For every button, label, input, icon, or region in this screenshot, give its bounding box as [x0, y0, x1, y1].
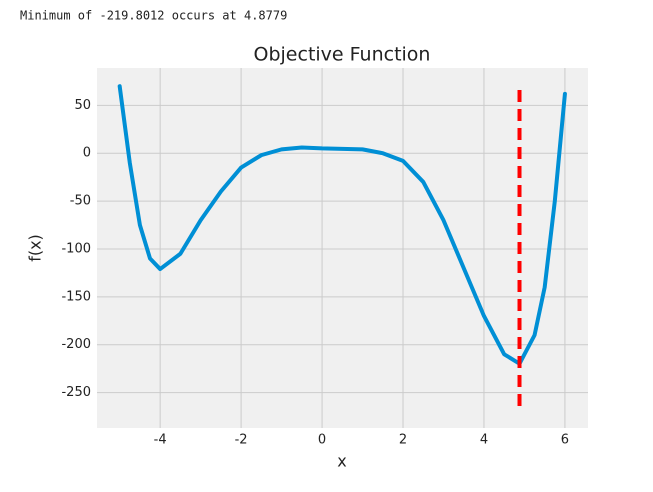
y-tick-label: -50 [70, 194, 91, 209]
output-text: Minimum of -219.8012 occurs at 4.8779 [20, 9, 287, 23]
x-tick-label: -2 [235, 433, 248, 448]
x-tick-label: 4 [480, 433, 488, 448]
y-tick-label: -150 [61, 289, 91, 304]
x-tick-label: -4 [154, 433, 167, 448]
chart-title: Objective Function [254, 44, 431, 66]
x-tick-label: 0 [318, 433, 326, 448]
y-tick-label: -200 [61, 337, 91, 352]
x-tick-label: 2 [399, 433, 407, 448]
y-axis-label: f(x) [26, 234, 45, 262]
y-tick-label: -250 [61, 385, 91, 400]
y-tick-label: -100 [61, 241, 91, 256]
line-series [117, 84, 567, 366]
y-tick-label: 0 [83, 146, 91, 161]
x-axis-label: x [337, 452, 346, 471]
plot-area [97, 68, 588, 428]
y-tick-label: 50 [74, 98, 91, 113]
x-tick-label: 6 [561, 433, 569, 448]
